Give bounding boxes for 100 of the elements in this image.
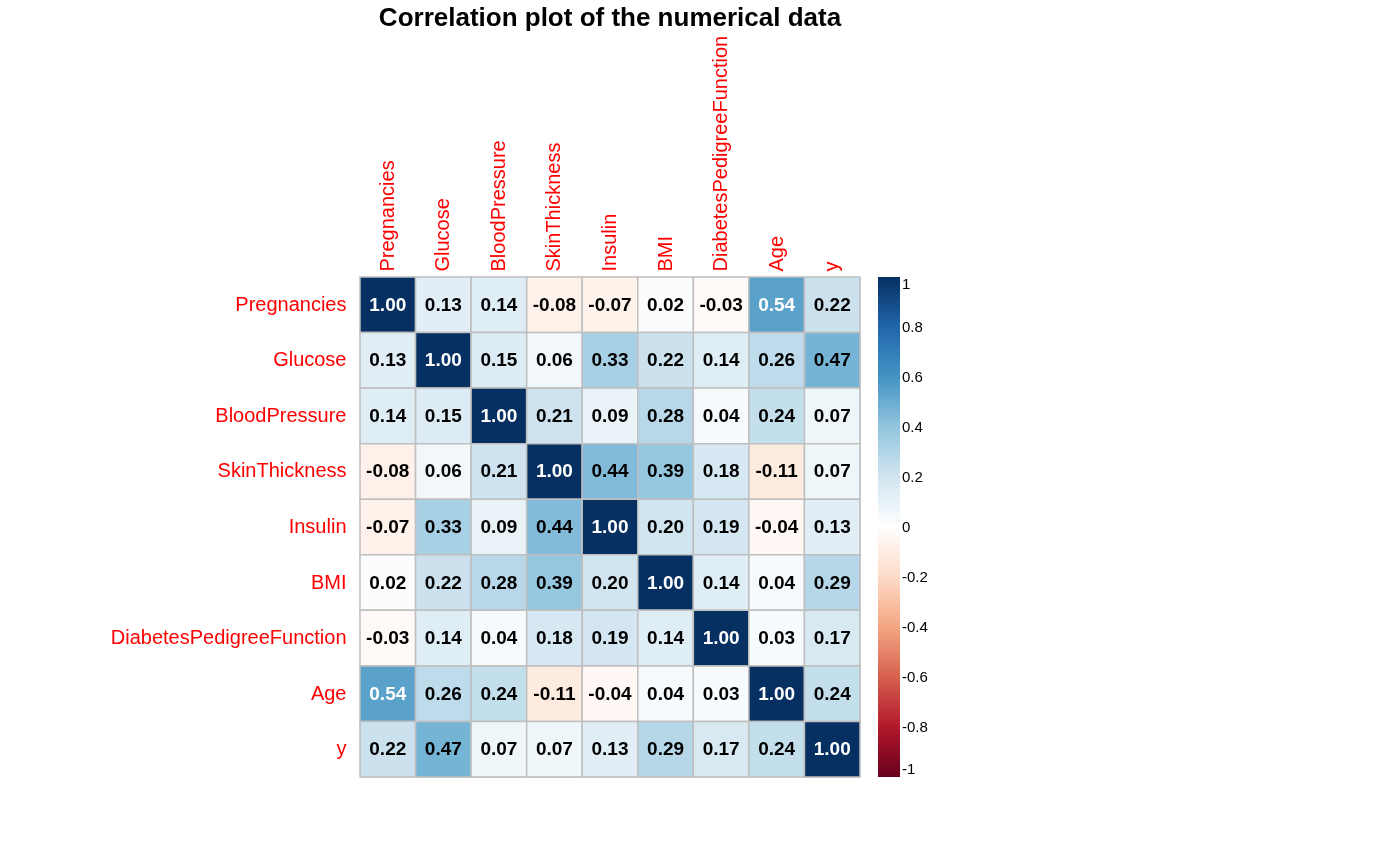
y-tick-label: Pregnancies (235, 292, 347, 315)
color-bar-label: 0.6 (902, 368, 923, 385)
data-label: 0.02 (647, 293, 685, 315)
color-bar-label: 0.2 (902, 468, 923, 485)
data-label: 1.00 (535, 460, 573, 482)
data-label: 0.14 (702, 571, 741, 593)
data-label: 0.09 (591, 404, 629, 426)
data-label: -0.03 (699, 293, 743, 315)
data-label: 0.20 (647, 516, 685, 537)
data-label: 0.29 (813, 571, 851, 593)
data-label: 0.18 (702, 460, 740, 482)
data-label: 0.07 (813, 460, 851, 482)
chart-title: Correlation plot of the numerical data (378, 2, 842, 33)
data-label: 0.15 (424, 404, 463, 426)
data-label: 0.14 (647, 627, 685, 649)
y-tick-label: Age (310, 681, 347, 704)
data-label: 0.39 (535, 571, 573, 593)
y-tick-label: Insulin (288, 515, 347, 537)
data-label: 0.15 (480, 349, 518, 371)
y-tick-label: SkinThickness (217, 459, 347, 482)
x-tick-label: DiabetesPedigreeFunction (709, 35, 732, 272)
y-tick-label: DiabetesPedigreeFunction (110, 626, 347, 649)
data-label: 0.04 (758, 571, 796, 593)
data-label: 1.00 (424, 349, 462, 371)
data-label: 0.24 (758, 404, 796, 426)
data-label: 0.21 (535, 404, 574, 426)
data-label: 0.22 (647, 349, 685, 371)
data-label: 1.00 (369, 293, 407, 315)
data-label: 0.13 (591, 738, 629, 760)
data-label: 0.22 (424, 571, 462, 593)
data-label: 0.04 (702, 404, 741, 426)
color-bar-label: 1 (902, 275, 911, 292)
data-label: 0.17 (702, 738, 740, 760)
data-label: -0.04 (588, 682, 633, 704)
data-label: 0.02 (369, 571, 407, 593)
data-label: 0.13 (369, 349, 407, 371)
data-label: 1.00 (813, 738, 851, 760)
data-label: -0.03 (366, 627, 410, 649)
data-label: 0.14 (369, 404, 407, 426)
data-label: -0.07 (588, 293, 632, 315)
data-label: 0.26 (758, 349, 796, 371)
color-bar-label: -1 (902, 760, 916, 777)
data-label: 1.00 (480, 404, 518, 426)
x-tick-label: Glucose (431, 198, 454, 272)
color-bar-label: 0.8 (902, 318, 923, 335)
data-label: 0.07 (480, 738, 518, 760)
data-label: 0.07 (535, 738, 573, 760)
color-bar-label: -0.2 (902, 568, 928, 585)
data-label: 0.44 (591, 460, 629, 482)
data-label: 0.29 (647, 738, 685, 760)
y-tick-label: Glucose (273, 348, 347, 371)
color-bar-label: -0.6 (902, 668, 928, 685)
data-label: -0.08 (366, 460, 410, 482)
x-tick-label: BloodPressure (486, 140, 509, 272)
data-label: 0.20 (591, 571, 629, 593)
x-tick-label: y (820, 261, 843, 272)
x-tick-label: Insulin (598, 213, 620, 272)
data-label: 0.17 (813, 627, 851, 649)
data-label: 0.03 (702, 682, 740, 704)
color-bar-label: 0.4 (902, 418, 923, 435)
data-label: 0.13 (813, 516, 851, 537)
y-tick-label: BMI (310, 570, 347, 593)
color-bar-label: -0.4 (902, 618, 928, 635)
data-label: 1.00 (702, 627, 740, 649)
data-label: 0.24 (813, 682, 852, 704)
x-tick-label: BMI (653, 235, 676, 272)
data-label: 0.06 (424, 460, 462, 482)
data-label: 0.04 (647, 682, 685, 704)
data-label: -0.11 (533, 682, 576, 704)
data-label: 0.19 (702, 516, 740, 537)
y-tick-label: y (336, 737, 347, 760)
data-label: 0.22 (369, 738, 407, 760)
y-tick-label: BloodPressure (215, 403, 347, 426)
data-label: 0.09 (480, 516, 518, 537)
data-label: 1.00 (758, 682, 796, 704)
data-label: 0.06 (535, 349, 573, 371)
data-label: 0.19 (591, 627, 629, 649)
data-label: 0.54 (369, 682, 407, 704)
data-label: 0.07 (813, 404, 851, 426)
data-label: 0.28 (480, 571, 518, 593)
data-label: 0.26 (424, 682, 462, 704)
color-bar-label: -0.8 (902, 718, 928, 735)
data-label: 0.18 (535, 627, 573, 649)
data-label: -0.08 (532, 293, 577, 315)
data-label: 1.00 (647, 571, 685, 593)
data-label: 0.33 (424, 516, 462, 537)
data-label: 0.14 (424, 627, 463, 649)
data-label: 0.14 (702, 349, 741, 371)
data-label: -0.07 (366, 516, 410, 537)
data-label: 0.22 (813, 293, 851, 315)
data-label: 0.47 (424, 738, 462, 760)
data-label: 0.33 (591, 349, 629, 371)
x-tick-label: Age (764, 235, 787, 272)
color-bar-label: 0 (902, 518, 911, 535)
data-label: 0.47 (813, 349, 851, 371)
data-label: 0.04 (480, 627, 518, 649)
data-label: 0.03 (758, 627, 796, 649)
data-label: -0.11 (755, 460, 799, 482)
data-label: 0.24 (758, 738, 796, 760)
data-label: 0.28 (647, 404, 685, 426)
